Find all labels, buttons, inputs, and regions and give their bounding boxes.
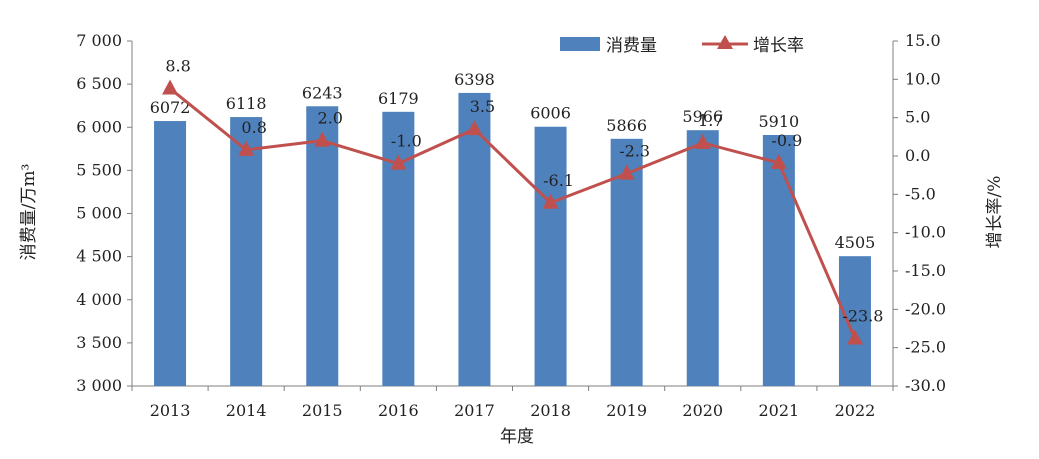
line-value-label: -23.8	[842, 306, 883, 325]
x-tick-label: 2016	[378, 401, 419, 420]
bar-value-label: 4505	[835, 233, 876, 252]
y-right-tick-label: -5.0	[905, 184, 936, 203]
line-marker	[846, 329, 863, 345]
y-left-tick-label: 6 500	[76, 74, 122, 93]
line-marker	[314, 131, 331, 147]
line-marker	[770, 153, 787, 169]
x-tick-label: 2019	[606, 401, 647, 420]
y-axis-title-left: 消费量/万m³	[19, 164, 39, 261]
bar	[230, 117, 263, 386]
bar-value-label: 5966	[682, 107, 723, 126]
x-tick-label: 2017	[454, 401, 495, 420]
y-left-tick-label: 7 000	[76, 31, 122, 50]
legend-marker-line	[717, 35, 733, 49]
y-left-tick-label: 5 000	[76, 204, 122, 223]
line-marker	[466, 120, 483, 136]
line-marker	[390, 154, 407, 170]
x-tick-label: 2018	[530, 401, 571, 420]
bar-value-label: 5866	[606, 116, 647, 135]
line-value-label: -6.1	[543, 171, 574, 190]
bar-value-label: 6118	[226, 94, 267, 113]
y-right-tick-label: 0.0	[905, 146, 930, 165]
bar-labels: 6072 6118 6243 6179 6398 6006 5866 5966 5910 4505	[150, 70, 876, 252]
y-right-tick-label: -15.0	[905, 261, 946, 280]
line-value-label: -0.9	[771, 131, 802, 150]
legend-swatch-bar	[560, 37, 600, 51]
y-left-tick-label: 6 000	[76, 117, 122, 136]
y-right-tick-label: 15.0	[905, 31, 941, 50]
bar-value-label: 6072	[150, 98, 191, 117]
x-tick-label: 2022	[835, 401, 876, 420]
bar-value-label: 6006	[530, 104, 571, 123]
bar-value-label: 6179	[378, 89, 419, 108]
bar	[154, 121, 187, 386]
bar	[610, 138, 643, 386]
line-marker	[162, 79, 179, 95]
line-marker	[694, 133, 711, 149]
y-right-tick-label: -20.0	[905, 299, 946, 318]
bar	[762, 135, 795, 386]
legend: 消费量 增长率	[560, 35, 804, 56]
line-value-label: -1.0	[391, 132, 422, 151]
tick-labels: 3 000 3 500 4 000 4 500 5 000 5 500 6 000 6 500…	[76, 31, 946, 420]
line-value-label: 0.8	[241, 118, 266, 137]
y-right-tick-label: -10.0	[905, 223, 946, 242]
line-series	[162, 79, 863, 345]
line-value-label: -2.3	[619, 142, 650, 161]
bar	[306, 106, 339, 386]
bar	[382, 111, 415, 386]
x-tick-label: 2014	[226, 401, 267, 420]
line-path	[169, 87, 857, 340]
legend-label-line: 增长率	[753, 36, 804, 56]
bar-value-label: 5910	[758, 112, 799, 131]
line-value-label: 1.7	[698, 111, 723, 130]
line-marker	[618, 164, 635, 180]
bar-value-label: 6398	[454, 70, 495, 89]
y-left-tick-label: 3 500	[76, 333, 122, 352]
y-left-tick-label: 4 500	[76, 247, 122, 266]
bar	[534, 126, 567, 387]
y-axis-title-right: 增长率/%	[985, 176, 1005, 249]
line-value-label: 2.0	[318, 109, 343, 128]
x-tick-label: 2013	[150, 401, 191, 420]
bar	[458, 92, 491, 387]
x-tick-label: 2021	[758, 401, 799, 420]
line-value-label: 3.5	[470, 97, 495, 116]
y-right-tick-label: -30.0	[905, 376, 946, 395]
y-left-tick-label: 5 500	[76, 160, 122, 179]
x-tick-label: 2015	[302, 401, 343, 420]
x-tick-label: 2020	[682, 401, 723, 420]
y-left-tick-label: 3 000	[76, 376, 122, 395]
bar-series	[154, 92, 871, 387]
bar	[838, 256, 871, 386]
bar	[686, 130, 719, 386]
line-value-label: 8.8	[165, 57, 190, 76]
y-right-tick-label: 5.0	[905, 108, 930, 127]
y-right-tick-label: 10.0	[905, 69, 941, 88]
line-labels: 8.8 0.8 2.0 -1.0 3.5 -6.1 -2.3 1.7 -0.9 -23.8	[165, 57, 883, 326]
y-right-tick-label: -25.0	[905, 338, 946, 357]
line-marker	[238, 140, 255, 156]
y-left-tick-label: 4 000	[76, 290, 122, 309]
bar-value-label: 6243	[302, 83, 343, 102]
line-marker	[542, 193, 559, 209]
x-axis-title: 年度	[500, 427, 534, 447]
legend-label-bar: 消费量	[606, 36, 657, 56]
